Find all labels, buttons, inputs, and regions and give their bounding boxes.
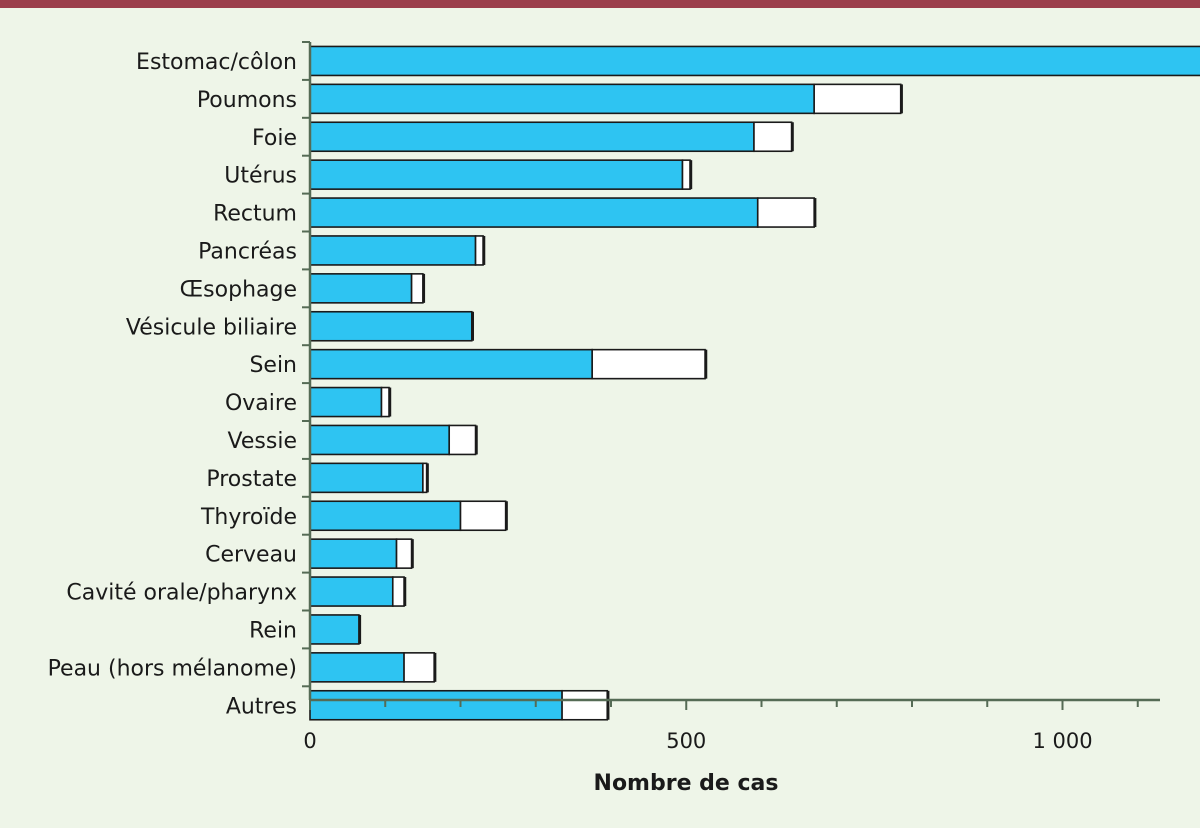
- category-label: Poumons: [197, 88, 297, 113]
- bar-segment-extra: [410, 273, 424, 304]
- bar-segment-main: [309, 462, 424, 494]
- bar-segment-extra: [422, 462, 428, 494]
- category-label: Estomac/côlon: [136, 50, 297, 75]
- bar-segment-main: [309, 386, 383, 418]
- bar-segment-extra: [591, 348, 706, 380]
- bar-segment-main: [309, 273, 413, 304]
- x-tick-label: 500: [666, 729, 706, 753]
- bars-group: [309, 45, 1200, 721]
- bar-segment-extra: [448, 424, 477, 456]
- x-tick-label: 0: [303, 729, 316, 753]
- bar-segment-main: [309, 45, 1200, 77]
- category-label: Vésicule biliaire: [126, 315, 297, 340]
- category-label: Rectum: [213, 202, 297, 227]
- category-label: Vessie: [228, 429, 297, 454]
- bar-segment-main: [309, 348, 593, 380]
- bar-segment-extra: [380, 386, 390, 418]
- bar-segment-main: [309, 500, 462, 532]
- category-label: Thyroïde: [200, 505, 297, 530]
- bar-segment-main: [309, 652, 405, 683]
- top-accent-bar: [0, 0, 1200, 8]
- bar-segment-main: [309, 538, 398, 569]
- category-labels: Estomac/côlon Poumons Foie Utérus Rectum Panc…: [48, 50, 297, 719]
- bar-segment-main: [309, 424, 451, 456]
- category-label: Prostate: [206, 467, 297, 492]
- bar-segment-main: [309, 121, 755, 153]
- bar-segment-extra: [403, 652, 435, 683]
- category-label: Cerveau: [205, 543, 297, 568]
- bar-segment-extra: [756, 197, 815, 228]
- bar-segment-main: [309, 235, 477, 266]
- bar-segment-main: [309, 689, 563, 721]
- bar-segment-main: [309, 310, 473, 342]
- category-label: Cavité orale/pharynx: [66, 581, 297, 606]
- bar-segment-extra: [561, 689, 609, 721]
- category-label: Peau (hors mélanome): [48, 656, 297, 681]
- y-axis-ticks: [302, 41, 310, 688]
- category-label: Autres: [226, 694, 297, 719]
- bar-segment-extra: [681, 159, 691, 190]
- category-label: Pancréas: [198, 239, 297, 264]
- x-tick-label: 1 000: [1032, 729, 1092, 753]
- bar-segment-main: [309, 576, 394, 607]
- bar-segment-extra: [474, 235, 484, 266]
- bar-segment-main: [309, 159, 684, 190]
- bar-segment-main: [309, 83, 815, 115]
- bar-segment-extra: [753, 121, 793, 153]
- category-label: Utérus: [224, 164, 297, 189]
- category-label: Ovaire: [225, 391, 297, 416]
- bar-segment-extra: [813, 83, 902, 115]
- category-label: Foie: [252, 126, 297, 151]
- category-label: Rein: [249, 618, 297, 643]
- bar-segment-main: [309, 614, 360, 645]
- x-axis-title: Nombre de cas: [594, 771, 779, 796]
- category-label: Sein: [249, 353, 297, 378]
- category-label: Œsophage: [180, 277, 297, 302]
- bar-segment-main: [309, 197, 759, 228]
- bar-segment-extra: [395, 538, 413, 569]
- bar-segment-extra: [391, 576, 405, 607]
- bar-segment-extra: [459, 500, 507, 532]
